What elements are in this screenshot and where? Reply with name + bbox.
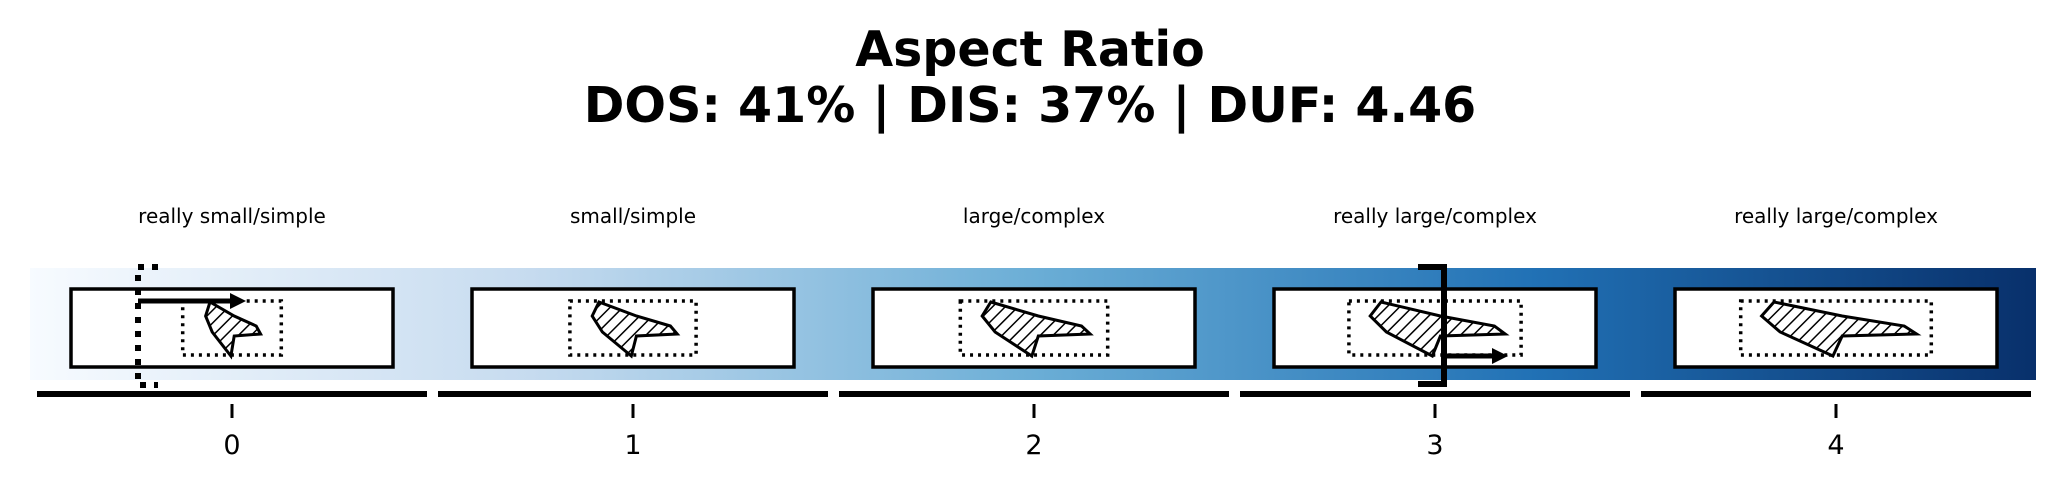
level-2: large/complex 2 <box>839 204 1229 461</box>
chart-title: Aspect Ratio <box>855 21 1205 78</box>
hatched-glyph <box>204 299 264 360</box>
tick-label: 0 <box>223 430 240 461</box>
level-0: really small/simple 0 <box>37 204 427 461</box>
tick-label: 3 <box>1426 430 1443 461</box>
left-bracket-marker <box>135 264 246 388</box>
tick-label: 2 <box>1025 430 1042 461</box>
bounding-box-dotted <box>958 299 1110 357</box>
left-arrow-head <box>230 293 246 309</box>
level-1: small/simple 1 <box>438 204 828 461</box>
level-label: large/complex <box>963 204 1105 228</box>
bounding-box-dotted <box>1347 299 1523 357</box>
level-label: small/simple <box>570 204 696 228</box>
level-4: really large/complex 4 <box>1641 204 2031 461</box>
tick-label: 4 <box>1827 430 1844 461</box>
title-block: Aspect Ratio DOS: 41% | DIS: 37% | DUF: … <box>0 22 2060 134</box>
right-bracket <box>1418 264 1447 387</box>
tick-label: 1 <box>624 430 641 461</box>
level-label: really large/complex <box>1734 204 1938 228</box>
hatched-glyph <box>1368 300 1510 359</box>
level-label: really large/complex <box>1333 204 1537 228</box>
bounding-box-dotted <box>1738 299 1934 357</box>
hatched-glyph <box>590 300 681 359</box>
right-arrow-head <box>1492 348 1508 364</box>
level-label: really small/simple <box>138 204 326 228</box>
chart-subtitle: DOS: 41% | DIS: 37% | DUF: 4.46 <box>583 77 1477 134</box>
bounding-box-dotted <box>568 299 698 357</box>
right-bracket-marker <box>1418 264 1508 387</box>
hatched-glyph <box>1759 300 1922 358</box>
hatched-glyph <box>980 300 1094 359</box>
level-3: really large/complex 3 <box>1240 204 1630 461</box>
